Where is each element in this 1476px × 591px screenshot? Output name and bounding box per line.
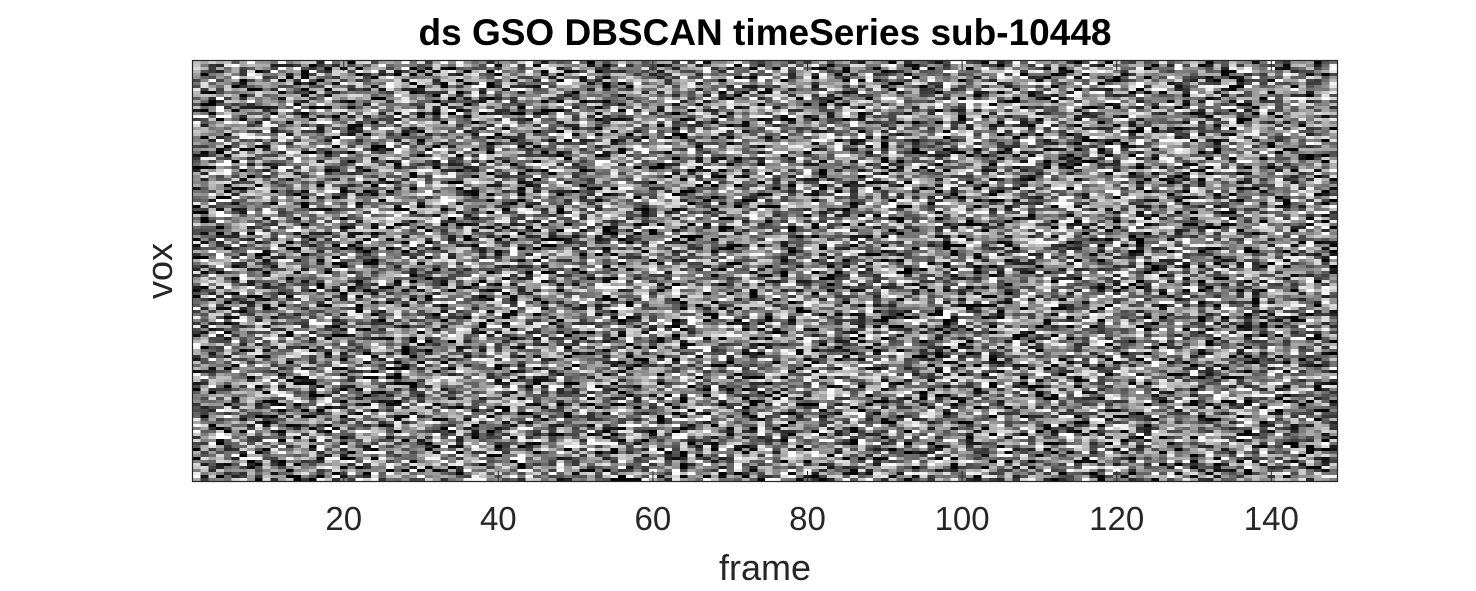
- x-tick-label: 80: [789, 500, 826, 537]
- heatmap-image: [193, 61, 1337, 481]
- x-tick-label: 40: [480, 500, 517, 537]
- y-axis-label: vox: [139, 243, 180, 299]
- x-tick-label: 100: [935, 500, 990, 537]
- x-axis-tick-labels: 20 40 60 80 100 120 140: [325, 500, 1298, 537]
- x-axis-ticks: [343, 61, 1272, 481]
- x-tick-label: 20: [325, 500, 362, 537]
- chart-title: ds GSO DBSCAN timeSeries sub-10448: [419, 12, 1112, 53]
- heatmap-raster: [193, 61, 1337, 481]
- x-tick-label: 60: [635, 500, 672, 537]
- plot-area-border: [191, 59, 1339, 483]
- x-tick-label: 140: [1244, 500, 1299, 537]
- x-axis-label: frame: [719, 547, 811, 588]
- x-tick-label: 120: [1089, 500, 1144, 537]
